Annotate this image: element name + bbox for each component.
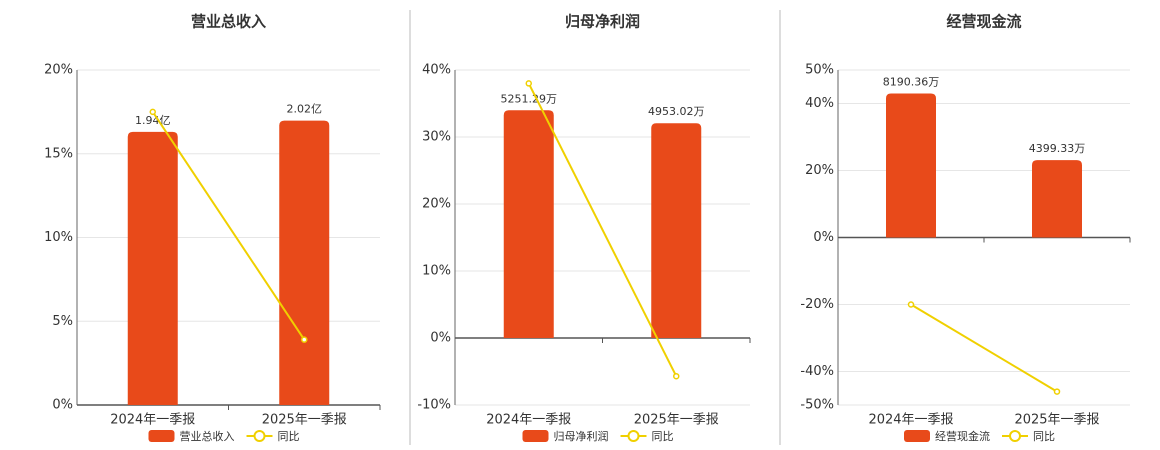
- bar-label: 4953.02万: [648, 105, 705, 118]
- y-tick-label: 30%: [422, 130, 451, 145]
- y-tick-label: -40%: [800, 364, 834, 379]
- line-point: [301, 336, 308, 343]
- legend-label: 营业总收入: [180, 429, 235, 443]
- line-point: [1053, 388, 1061, 395]
- line-point: [525, 80, 532, 87]
- bar: [651, 123, 702, 339]
- y-tick-label: 5%: [52, 314, 73, 329]
- bar: [127, 131, 178, 405]
- legend-marker: [253, 430, 266, 442]
- line-point: [673, 372, 680, 380]
- line: [527, 82, 678, 377]
- chart-title: 归母净利润: [565, 13, 640, 31]
- y-tick-label: -20%: [800, 297, 834, 312]
- y-tick-label: 50%: [805, 63, 834, 78]
- bar-label: 1.94亿: [135, 114, 171, 127]
- bar-label: 4399.33万: [1029, 142, 1086, 155]
- y-tick-label: 0%: [430, 331, 451, 346]
- y-tick-label: 40%: [422, 63, 451, 78]
- line-point: [907, 301, 915, 308]
- y-tick-label: 15%: [44, 146, 73, 161]
- bar: [503, 110, 554, 338]
- bar-label: 5251.29万: [501, 92, 558, 105]
- legend-marker: [1009, 430, 1021, 442]
- legend-label: 同比: [652, 430, 674, 443]
- y-tick-label: 10%: [422, 264, 451, 279]
- x-tick-label: 2024年一季报: [110, 413, 195, 428]
- line: [910, 303, 1058, 393]
- chart-title: 营业总收入: [191, 13, 266, 31]
- chart-title: 经营现金流: [946, 13, 1021, 31]
- y-tick-label: 20%: [44, 63, 73, 78]
- legend-label: 同比: [1033, 430, 1055, 443]
- y-tick-label: 40%: [805, 96, 834, 111]
- y-tick-label: 20%: [422, 197, 451, 212]
- y-tick-label: 10%: [44, 230, 73, 245]
- line-point: [149, 108, 156, 116]
- bar: [886, 93, 936, 238]
- x-tick-label: 2024年一季报: [868, 413, 953, 428]
- y-tick-label: -50%: [800, 398, 834, 413]
- legend-label: 归母净利润: [554, 429, 609, 443]
- bar-label: 2.02亿: [287, 103, 323, 116]
- x-tick-label: 2025年一季报: [634, 413, 719, 428]
- legend-swatch: [522, 430, 549, 442]
- x-tick-label: 2024年一季报: [486, 413, 571, 428]
- y-tick-label: 20%: [805, 163, 834, 178]
- y-tick-label: 0%: [813, 230, 834, 245]
- bar: [279, 120, 330, 405]
- x-tick-label: 2025年一季报: [1014, 413, 1099, 428]
- legend-swatch: [904, 430, 930, 442]
- y-tick-label: 0%: [52, 398, 73, 413]
- legend-marker: [627, 430, 640, 442]
- line: [151, 111, 306, 341]
- x-tick-label: 2025年一季报: [262, 413, 347, 428]
- legend-label: 经营现金流: [935, 429, 990, 443]
- legend-label: 同比: [278, 430, 300, 443]
- legend-swatch: [148, 430, 175, 442]
- y-tick-label: -10%: [417, 398, 451, 413]
- bar-label: 8190.36万: [883, 75, 940, 88]
- bar: [1032, 160, 1082, 238]
